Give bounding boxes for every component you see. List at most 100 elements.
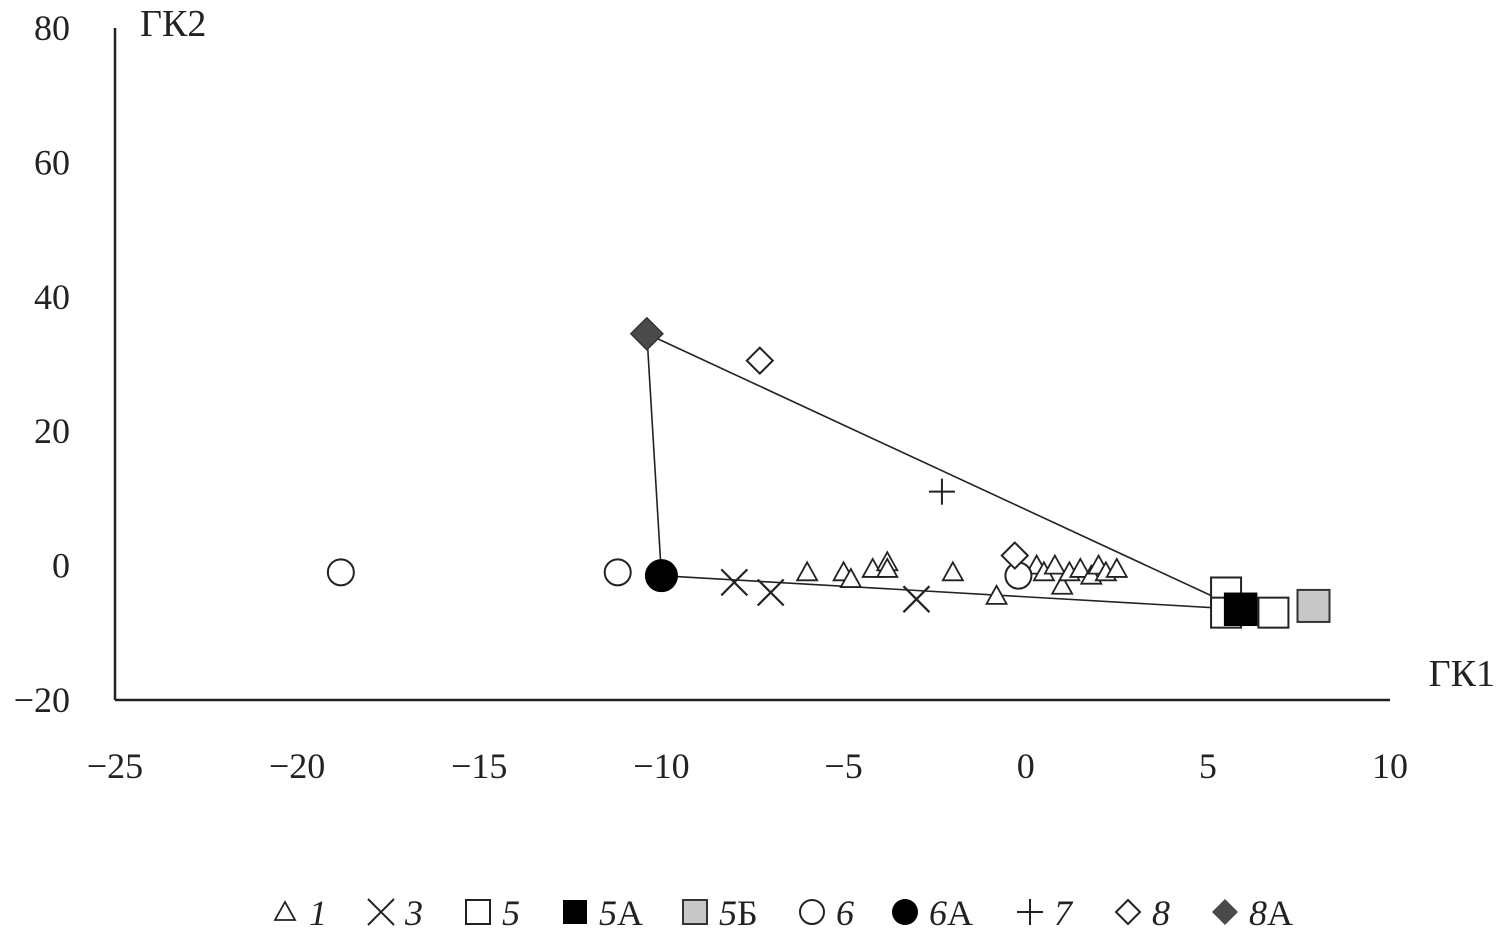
x-tick-label: −25 (87, 746, 143, 786)
x-stroke (756, 578, 785, 607)
connector-line (646, 333, 663, 576)
data-point (1050, 573, 1074, 595)
legend-item-5А: 5А (563, 893, 643, 933)
series-6 (326, 558, 1033, 590)
series-1 (795, 550, 1129, 605)
x-tick-label: 10 (1372, 746, 1408, 786)
legend-label-number: 1 (309, 893, 327, 933)
legend-item-6: 6 (799, 893, 854, 933)
x-stroke (367, 898, 395, 926)
series-8 (745, 346, 1030, 570)
legend-label: 3 (404, 893, 423, 933)
legend-label-suffix: А (1267, 893, 1293, 933)
data-point (1296, 588, 1331, 623)
x-axis-title: ГК1 (1429, 653, 1495, 695)
legend-label-number: 7 (1054, 893, 1074, 933)
connector-line (646, 333, 1241, 611)
legend-item-7: 7 (1017, 893, 1074, 933)
data-point (603, 558, 632, 587)
data-point (1000, 541, 1030, 570)
legend-item-6А: 6А (892, 893, 973, 933)
legend-item-5Б: 5Б (682, 893, 758, 933)
series-8А (629, 316, 664, 351)
series-3 (720, 568, 931, 613)
series-5Б (1296, 588, 1331, 623)
legend-label-number: 5 (502, 893, 520, 933)
legend-marker (273, 900, 297, 921)
data-point (902, 585, 931, 613)
y-tick-label: 80 (34, 8, 70, 48)
legend-item-8А: 8А (1212, 893, 1293, 933)
data-point (756, 578, 785, 607)
legend-label: 6 (836, 893, 854, 933)
data-point (795, 560, 819, 582)
data-point (629, 316, 664, 351)
legend-label: 5А (599, 893, 643, 933)
legend-label: 1 (309, 893, 327, 933)
y-tick-label: −20 (14, 680, 70, 720)
legend-label-number: 5 (599, 893, 617, 933)
legend-label-suffix: Б (737, 893, 758, 933)
series-7 (928, 478, 955, 505)
data-point (644, 559, 678, 593)
legend-label: 7 (1054, 893, 1074, 933)
legend-label-suffix: А (947, 893, 973, 933)
y-tick-label: 40 (34, 277, 70, 317)
legend-item-3: 3 (367, 893, 423, 933)
data-point (1004, 561, 1033, 590)
legend-label-number: 6 (929, 893, 947, 933)
legend-label-number: 8 (1152, 893, 1170, 933)
legend-label: 8А (1249, 893, 1293, 933)
data-point (1223, 592, 1258, 627)
x-tick-label: −5 (824, 746, 862, 786)
data-point (839, 567, 863, 588)
legend-label: 5Б (719, 893, 758, 933)
data-point (985, 583, 1009, 605)
legend: 1 3 5 5А 5Б 6 6А 7 8 8А (273, 893, 1293, 933)
axes: −25 −20 −15 −10 −5 0 5 10 −20 0 20 40 60 80 ГК2 ГК1 (14, 3, 1495, 786)
legend-marker (367, 898, 395, 926)
legend-item-8: 8 (1114, 893, 1170, 933)
legend-label: 8 (1152, 893, 1170, 933)
legend-marker (682, 899, 708, 925)
legend-marker (1212, 899, 1238, 925)
legend-label: 6А (929, 893, 973, 933)
x-tick-label: −10 (633, 746, 689, 786)
data-point (1257, 596, 1290, 629)
y-tick-label: 60 (34, 142, 70, 182)
legend-item-5: 5 (465, 893, 520, 933)
legend-marker (1017, 899, 1043, 925)
series-5А (1223, 592, 1258, 627)
x-tick-label: 0 (1017, 746, 1035, 786)
annotation-layer (646, 333, 1241, 611)
x-tick-label: −20 (269, 746, 325, 786)
points-layer (326, 316, 1331, 629)
y-tick-label: 20 (34, 411, 70, 451)
x-tick-label: −15 (451, 746, 507, 786)
legend-marker (465, 899, 491, 925)
data-point (1043, 553, 1067, 575)
legend-marker (563, 900, 587, 924)
data-point (875, 557, 899, 578)
data-point (720, 568, 749, 597)
legend-marker (892, 899, 918, 925)
data-point (745, 346, 775, 376)
data-point (1068, 557, 1092, 578)
legend-label-suffix: А (617, 893, 643, 933)
legend-label-number: 8 (1249, 893, 1267, 933)
legend-label-number: 3 (404, 893, 423, 933)
x-stroke (720, 568, 749, 597)
y-tick-label: 0 (52, 546, 70, 586)
data-point (326, 558, 355, 587)
data-point (928, 478, 955, 505)
series-6А (644, 559, 678, 593)
legend-marker (1114, 898, 1142, 926)
y-axis-title: ГК2 (140, 3, 206, 45)
legend-item-1: 1 (273, 893, 327, 933)
legend-label-number: 5 (719, 893, 737, 933)
legend-label-number: 6 (836, 893, 854, 933)
legend-label: 5 (502, 893, 520, 933)
x-stroke (902, 585, 931, 613)
legend-marker (799, 899, 825, 925)
